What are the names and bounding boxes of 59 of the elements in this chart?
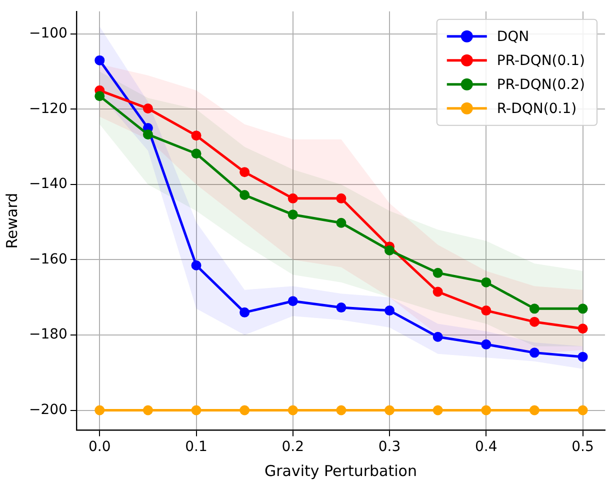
- point: [481, 277, 492, 288]
- point: [578, 405, 588, 416]
- point: [529, 316, 540, 327]
- point: [142, 129, 153, 140]
- y-tick-label: −200: [29, 402, 68, 418]
- y-tick-label: −140: [29, 176, 68, 192]
- point: [529, 304, 540, 314]
- y-tick-label: −180: [29, 326, 68, 343]
- point: [240, 167, 250, 178]
- point: [191, 260, 202, 270]
- point: [94, 91, 105, 102]
- point: [240, 405, 250, 416]
- legend-label: R-DQN(0.1): [496, 101, 577, 118]
- point: [529, 405, 540, 416]
- point: [432, 405, 443, 416]
- point: [336, 302, 346, 313]
- point: [529, 348, 540, 358]
- y-axis-title: Reward: [2, 192, 21, 249]
- point: [336, 405, 346, 416]
- point: [288, 193, 298, 204]
- x-tick-label: 0.5: [572, 439, 594, 456]
- point: [240, 190, 250, 200]
- point: [142, 103, 153, 114]
- point: [432, 268, 443, 278]
- legend-label: PR-DQN(0.2): [496, 77, 586, 94]
- x-axis-title: Gravity Perturbation: [264, 462, 417, 480]
- point: [384, 405, 395, 416]
- point: [578, 324, 588, 334]
- point: [384, 245, 395, 256]
- point: [481, 306, 492, 316]
- point: [240, 307, 250, 318]
- point: [481, 339, 492, 350]
- point: [94, 55, 105, 66]
- legend-label: PR-DQN(0.1): [496, 53, 586, 70]
- y-tick-label: −100: [29, 26, 68, 42]
- y-tick-label: −160: [29, 251, 68, 268]
- point: [288, 210, 298, 220]
- point: [578, 352, 588, 362]
- point: [481, 405, 492, 416]
- point: [288, 296, 298, 306]
- point: [432, 332, 443, 342]
- legend-label: DQN: [496, 29, 530, 46]
- point: [191, 148, 202, 159]
- point: [336, 193, 346, 204]
- x-tick-label: 0.0: [88, 439, 111, 456]
- y-tick-label: −120: [29, 100, 68, 117]
- point: [432, 286, 443, 297]
- point: [142, 405, 153, 416]
- point: [336, 218, 346, 228]
- x-tick-label: 0.4: [475, 439, 498, 456]
- x-tick-label: 0.2: [282, 439, 304, 456]
- point: [94, 405, 105, 416]
- point: [191, 130, 202, 141]
- x-tick-label: 0.1: [185, 439, 208, 456]
- point: [578, 304, 588, 314]
- point: [384, 306, 395, 316]
- point: [191, 405, 202, 416]
- point: [288, 405, 298, 416]
- x-tick-label: 0.3: [378, 439, 401, 456]
